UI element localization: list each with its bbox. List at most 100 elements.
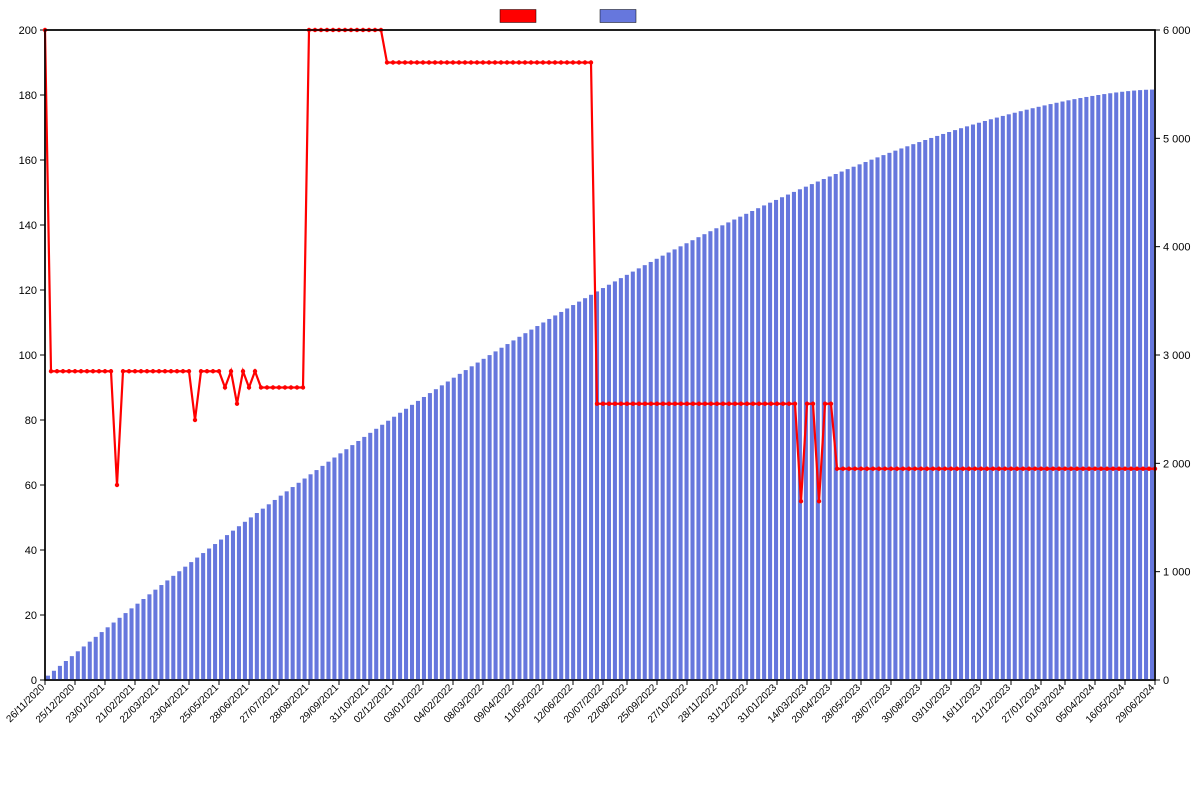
line-marker xyxy=(661,402,665,406)
line-marker xyxy=(181,369,185,373)
bar xyxy=(309,474,313,680)
line-marker xyxy=(151,369,155,373)
bar xyxy=(147,594,151,680)
bar xyxy=(350,445,354,680)
line-marker xyxy=(235,402,239,406)
line-marker xyxy=(709,402,713,406)
chart-svg: 02040608010012014016018020001 0002 0003 … xyxy=(0,0,1200,800)
legend-swatch xyxy=(600,10,636,23)
bar xyxy=(702,234,706,680)
bar xyxy=(58,666,62,680)
line-marker xyxy=(553,60,557,64)
line-marker xyxy=(871,467,875,471)
bar xyxy=(786,195,790,680)
bar xyxy=(637,268,641,680)
bar xyxy=(332,458,336,680)
line-marker xyxy=(559,60,563,64)
bar xyxy=(338,453,342,680)
bar xyxy=(315,470,319,680)
bar xyxy=(619,278,623,680)
bar xyxy=(297,483,301,680)
bar xyxy=(440,385,444,680)
line-marker xyxy=(877,467,881,471)
line-marker xyxy=(271,385,275,389)
bar xyxy=(893,151,897,680)
line-marker xyxy=(595,402,599,406)
line-marker xyxy=(241,369,245,373)
line-marker xyxy=(433,60,437,64)
line-marker xyxy=(421,60,425,64)
line-marker xyxy=(301,385,305,389)
bar xyxy=(273,500,277,680)
line-marker xyxy=(517,60,521,64)
bar xyxy=(94,637,98,680)
bar xyxy=(953,130,957,680)
line-marker xyxy=(1135,467,1139,471)
bar xyxy=(130,608,134,680)
line-marker xyxy=(403,60,407,64)
line-marker xyxy=(205,369,209,373)
bar xyxy=(679,246,683,680)
bar xyxy=(261,509,265,680)
bar xyxy=(834,174,838,680)
bar xyxy=(1013,113,1017,680)
line-marker xyxy=(535,60,539,64)
line-marker xyxy=(505,60,509,64)
line-marker xyxy=(1087,467,1091,471)
bar xyxy=(511,340,515,680)
bar xyxy=(386,421,390,680)
line-marker xyxy=(169,369,173,373)
bar xyxy=(100,632,104,680)
line-marker xyxy=(439,60,443,64)
line-marker xyxy=(1015,467,1019,471)
line-marker xyxy=(991,467,995,471)
bar xyxy=(547,319,551,680)
bar xyxy=(422,397,426,680)
bar xyxy=(887,153,891,680)
line-marker xyxy=(157,369,161,373)
line-marker xyxy=(409,60,413,64)
line-marker xyxy=(685,402,689,406)
bar xyxy=(207,549,211,680)
line-marker xyxy=(961,467,965,471)
bar xyxy=(1120,92,1124,680)
bar xyxy=(1066,100,1070,680)
bar xyxy=(195,558,199,680)
bar xyxy=(696,237,700,680)
line-marker xyxy=(841,467,845,471)
bar xyxy=(673,249,677,680)
bar xyxy=(1108,93,1112,680)
bar xyxy=(529,330,533,680)
svg-text:4 000: 4 000 xyxy=(1163,242,1191,254)
svg-text:200: 200 xyxy=(19,25,37,37)
svg-text:5 000: 5 000 xyxy=(1163,133,1191,145)
line-marker xyxy=(607,402,611,406)
line-marker xyxy=(937,467,941,471)
bar xyxy=(756,208,760,680)
line-marker xyxy=(943,467,947,471)
line-marker xyxy=(295,385,299,389)
line-marker xyxy=(541,60,545,64)
line-marker xyxy=(583,60,587,64)
bar xyxy=(971,125,975,680)
line-marker xyxy=(901,467,905,471)
line-marker xyxy=(967,467,971,471)
bar xyxy=(52,671,56,680)
bar xyxy=(88,642,92,680)
bar xyxy=(643,265,647,680)
bar xyxy=(553,315,557,680)
bar xyxy=(267,504,271,680)
svg-text:120: 120 xyxy=(19,285,37,297)
bar xyxy=(714,228,718,680)
line-marker xyxy=(397,60,401,64)
line-series xyxy=(45,30,1155,501)
line-marker xyxy=(655,402,659,406)
bar xyxy=(1084,97,1088,680)
line-marker xyxy=(73,369,77,373)
line-marker xyxy=(703,402,707,406)
svg-text:6 000: 6 000 xyxy=(1163,25,1191,37)
bar xyxy=(380,425,384,680)
bar xyxy=(1072,99,1076,680)
line-marker xyxy=(649,402,653,406)
bar xyxy=(523,333,527,680)
